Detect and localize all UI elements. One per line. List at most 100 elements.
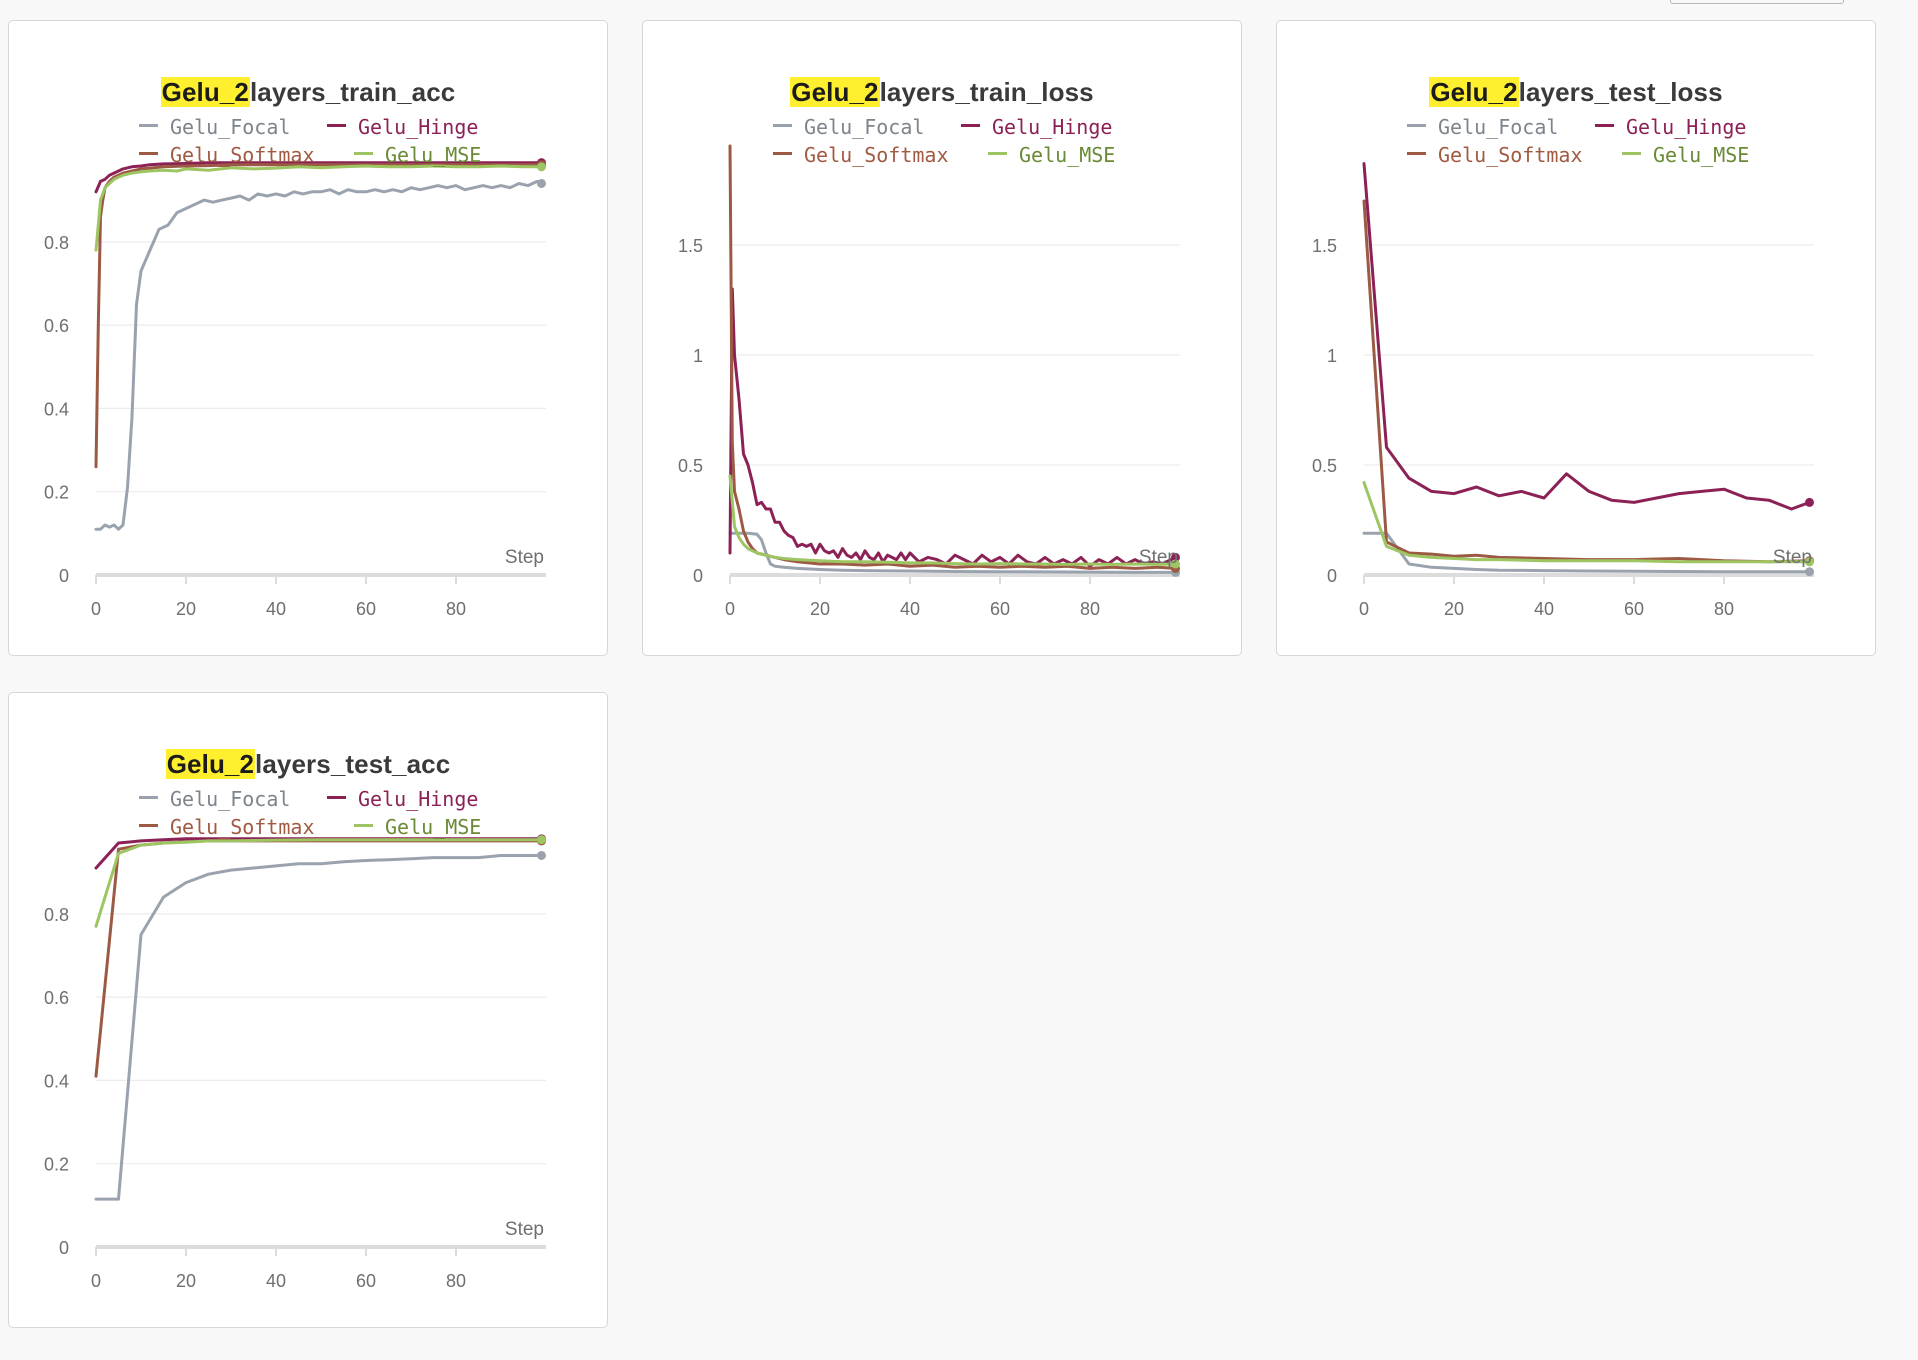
x-tick-label: 20 xyxy=(810,599,830,619)
legend-swatch xyxy=(1407,152,1426,155)
y-tick-label: 0.5 xyxy=(678,456,703,476)
series-line-gelu-softmax xyxy=(94,163,543,469)
chart-panel-test-loss: 0 0.5 1 1.5 0 20 40 60 80 Step Gelu_2layers_test_… xyxy=(1276,20,1876,656)
x-axis-label: Step xyxy=(1139,547,1178,568)
series-line-gelu-focal xyxy=(1362,531,1811,574)
legend-label: Gelu_Softmax xyxy=(804,143,949,167)
y-tick-label: 0.6 xyxy=(44,988,69,1008)
legend-item-gelu-softmax[interactable]: Gelu_Softmax xyxy=(1407,143,1583,167)
x-tick-label: 60 xyxy=(990,599,1010,619)
legend-label: Gelu_Hinge xyxy=(358,787,479,811)
chart-title: Gelu_2layers_train_loss xyxy=(643,77,1241,108)
chart-title-highlight: Gelu_2 xyxy=(165,749,256,779)
series-endpoint-gelu-focal xyxy=(537,850,546,860)
legend-label: Gelu_Softmax xyxy=(170,143,315,167)
legend-label: Gelu_Hinge xyxy=(358,115,479,139)
series-endpoint-gelu-hinge xyxy=(1171,552,1180,562)
x-tick-label: 60 xyxy=(356,1271,376,1291)
legend-label: Gelu_Hinge xyxy=(992,115,1113,139)
legend-item-gelu-hinge[interactable]: Gelu_Hinge xyxy=(1595,115,1746,139)
legend-swatch xyxy=(139,152,158,155)
series-line-gelu-softmax xyxy=(1362,199,1811,564)
y-tick-label: 0 xyxy=(59,566,69,586)
y-tick-label: 1 xyxy=(693,346,703,366)
series-line-gelu-mse xyxy=(1362,481,1811,564)
chart-panel-test-acc: 0 0.2 0.4 0.6 0.8 0 20 40 60 80 Step Gelu_2layers_… xyxy=(8,692,608,1328)
series-line-gelu-softmax xyxy=(94,839,543,1078)
legend-label: Gelu_Softmax xyxy=(1438,143,1583,167)
legend-item-gelu-focal[interactable]: Gelu_Focal xyxy=(139,115,290,139)
legend-swatch xyxy=(773,124,792,127)
chart-svg-test-acc: 0 0.2 0.4 0.6 0.8 0 20 40 60 80 Step xyxy=(44,834,546,1291)
legend-item-gelu-mse[interactable]: Gelu_MSE xyxy=(1622,143,1749,167)
legend-label: Gelu_Softmax xyxy=(170,815,315,839)
series-line-gelu-focal xyxy=(728,531,1177,574)
x-tick-label: 40 xyxy=(266,599,286,619)
legend-item-gelu-mse[interactable]: Gelu_MSE xyxy=(354,815,481,839)
series-line-gelu-mse xyxy=(94,838,543,928)
chart-title: Gelu_2layers_test_acc xyxy=(9,749,607,780)
x-axis-label: Step xyxy=(505,547,544,568)
legend-item-gelu-mse[interactable]: Gelu_MSE xyxy=(354,143,481,167)
legend-label: Gelu_Focal xyxy=(170,115,291,139)
x-tick-label: 80 xyxy=(1080,599,1100,619)
chart-svg-train-loss: 0 0.5 1 1.5 0 20 40 60 80 Step xyxy=(678,144,1180,619)
legend-swatch xyxy=(139,824,158,827)
series-line-gelu-hinge xyxy=(728,287,1177,568)
legend-label: Gelu_Focal xyxy=(1438,115,1559,139)
x-tick-label: 0 xyxy=(725,599,735,619)
x-tick-label: 20 xyxy=(176,1271,196,1291)
y-tick-label: 1.5 xyxy=(1312,236,1337,256)
legend-item-gelu-focal[interactable]: Gelu_Focal xyxy=(1407,115,1558,139)
x-axis-label: Step xyxy=(505,1219,544,1240)
y-tick-label: 0.6 xyxy=(44,316,69,336)
chart-title: Gelu_2layers_test_loss xyxy=(1277,77,1875,108)
chart-title-rest: layers_train_loss xyxy=(879,77,1094,107)
legend-label: Gelu_Focal xyxy=(170,787,291,811)
legend-item-gelu-mse[interactable]: Gelu_MSE xyxy=(988,143,1115,167)
legend-swatch xyxy=(961,124,980,127)
legend-item-gelu-focal[interactable]: Gelu_Focal xyxy=(139,787,290,811)
legend-swatch xyxy=(327,124,346,127)
legend-item-gelu-hinge[interactable]: Gelu_Hinge xyxy=(327,787,478,811)
legend-item-gelu-focal[interactable]: Gelu_Focal xyxy=(773,115,924,139)
legend-item-gelu-hinge[interactable]: Gelu_Hinge xyxy=(961,115,1112,139)
series-line-gelu-focal xyxy=(94,854,543,1201)
series-endpoint-gelu-focal xyxy=(1805,567,1814,577)
x-tick-label: 20 xyxy=(176,599,196,619)
legend-item-gelu-softmax[interactable]: Gelu_Softmax xyxy=(139,143,315,167)
legend-swatch xyxy=(1622,152,1641,155)
y-tick-label: 0.4 xyxy=(44,399,69,419)
series-endpoint-gelu-mse xyxy=(1805,557,1814,567)
x-tick-label: 0 xyxy=(1359,599,1369,619)
x-tick-label: 40 xyxy=(1534,599,1554,619)
chart-svg-test-loss: 0 0.5 1 1.5 0 20 40 60 80 Step xyxy=(1312,162,1814,619)
chart-panel-train-loss: 0 0.5 1 1.5 0 20 40 60 80 Step Gelu_2layers_train… xyxy=(642,20,1242,656)
legend-swatch xyxy=(988,152,1007,155)
x-tick-label: 80 xyxy=(446,1271,466,1291)
x-tick-label: 60 xyxy=(356,599,376,619)
chart-title-highlight: Gelu_2 xyxy=(160,77,250,107)
legend-item-gelu-softmax[interactable]: Gelu_Softmax xyxy=(139,815,315,839)
chart-title-rest: layers_test_loss xyxy=(1518,77,1723,107)
chart-title-highlight: Gelu_2 xyxy=(1429,77,1519,107)
chart-svg-train-acc: 0 0.2 0.4 0.6 0.8 0 20 40 60 80 Step xyxy=(44,158,546,619)
series-endpoint-gelu-focal xyxy=(537,178,546,188)
legend-swatch xyxy=(139,124,158,127)
y-tick-label: 0 xyxy=(1327,566,1337,586)
series-line-gelu-hinge xyxy=(94,161,543,194)
legend-label: Gelu_MSE xyxy=(1653,143,1750,167)
y-tick-label: 0.4 xyxy=(44,1071,69,1091)
legend-item-gelu-hinge[interactable]: Gelu_Hinge xyxy=(327,115,478,139)
series-line-gelu-mse xyxy=(728,474,1177,566)
chart-title-highlight: Gelu_2 xyxy=(790,77,880,107)
legend-item-gelu-softmax[interactable]: Gelu_Softmax xyxy=(773,143,949,167)
y-tick-label: 0.8 xyxy=(44,905,69,925)
y-tick-label: 0 xyxy=(59,1238,69,1258)
y-tick-label: 1 xyxy=(1327,346,1337,366)
chart-title: Gelu_2layers_train_acc xyxy=(9,77,607,108)
chart-title-rest: layers_test_acc xyxy=(255,749,451,779)
series-endpoint-gelu-mse xyxy=(537,162,546,172)
x-tick-label: 0 xyxy=(91,1271,101,1291)
corner-tab[interactable] xyxy=(1670,0,1844,4)
